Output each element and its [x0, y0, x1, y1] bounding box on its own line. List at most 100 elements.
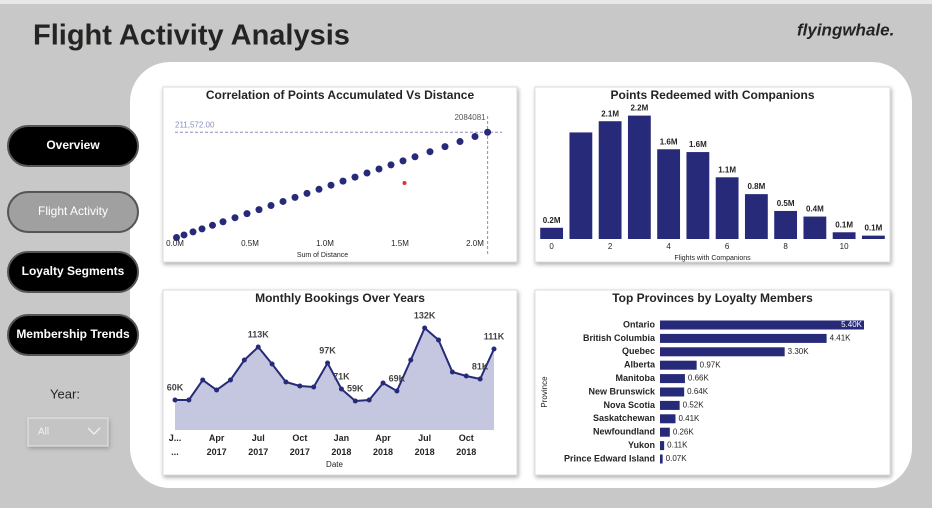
bar — [660, 414, 676, 424]
bar — [660, 360, 697, 370]
filter-label: Year: — [50, 386, 80, 401]
point — [422, 325, 428, 331]
point — [327, 181, 335, 189]
x-tick-label: 6 — [725, 242, 730, 251]
point — [436, 337, 442, 343]
point — [198, 225, 206, 233]
y-tick-label: British Columbia — [583, 333, 656, 343]
data-label: 81K — [472, 361, 489, 371]
nav-label[interactable]: Membership Trends — [16, 327, 130, 341]
x-tick-label: Oct 2017 — [290, 433, 310, 457]
point — [255, 344, 261, 350]
point — [219, 218, 227, 226]
point — [380, 380, 386, 386]
point — [375, 165, 383, 173]
x-tick-label: Jan 2018 — [331, 433, 351, 457]
data-label: 1.6M — [689, 140, 707, 149]
nav-button[interactable] — [7, 191, 139, 233]
x-tick-label: 10 — [840, 242, 849, 251]
point — [366, 397, 372, 403]
point — [255, 206, 263, 214]
point — [200, 377, 206, 383]
point — [399, 157, 407, 165]
y-tick-label: Nova Scotia — [603, 400, 656, 410]
point — [491, 346, 497, 352]
y-tick-label: Newfoundland — [593, 427, 655, 437]
data-label: 111K — [484, 331, 505, 341]
point — [303, 189, 311, 197]
point — [315, 185, 323, 193]
y-tick-label: Quebec — [622, 346, 655, 356]
y-tick-label: Prince Edward Island — [564, 453, 655, 463]
outlier-point — [402, 181, 407, 185]
data-label: 0.2M — [543, 216, 561, 225]
point — [283, 379, 289, 385]
bar — [660, 454, 663, 464]
point — [186, 397, 192, 403]
bar — [660, 333, 827, 343]
bar — [540, 227, 564, 239]
dropdown-value[interactable]: All — [38, 427, 49, 438]
data-label: 60K — [167, 382, 184, 392]
nav-label[interactable]: Loyalty Segments — [22, 264, 125, 278]
data-label: 0.4M — [806, 205, 824, 214]
point — [339, 177, 347, 185]
x-tick-label: Oct 2018 — [456, 433, 476, 457]
bar — [660, 320, 864, 330]
chart-title: Monthly Bookings Over Years — [255, 291, 425, 305]
data-label: 0.41K — [678, 414, 700, 423]
logo: flyingwhale. — [797, 20, 894, 39]
point — [456, 138, 464, 146]
nav-label[interactable]: Overview — [46, 138, 100, 152]
data-label: 0.52K — [683, 401, 705, 410]
x-tick-label: J...... — [169, 433, 182, 457]
bar — [660, 441, 665, 451]
point — [311, 384, 317, 390]
nav-button[interactable] — [7, 251, 139, 293]
chart-title: Correlation of Points Accumulated Vs Dis… — [206, 88, 475, 102]
chart-title: Points Redeemed with Companions — [610, 88, 814, 102]
x-tick-label: 0.5M — [241, 239, 259, 248]
nav-button[interactable] — [7, 314, 139, 356]
bar — [686, 152, 710, 239]
data-label: 97K — [319, 345, 336, 355]
x-tick-label: Apr 2017 — [207, 433, 227, 457]
nav-label[interactable]: Flight Activity — [38, 204, 108, 218]
point — [291, 193, 299, 201]
bar — [660, 387, 685, 397]
point — [411, 153, 419, 161]
bar — [660, 347, 785, 357]
x-tick-label: 2.0M — [466, 239, 484, 248]
reference-label: 211,572.00 — [175, 120, 215, 129]
bar — [861, 235, 885, 239]
point — [387, 161, 395, 169]
point — [394, 388, 400, 394]
y-tick-label: Alberta — [624, 360, 656, 370]
year-dropdown[interactable] — [27, 417, 109, 447]
nav-button[interactable] — [7, 125, 139, 167]
y-tick-label: New Brunswick — [588, 386, 656, 396]
bar — [657, 149, 681, 239]
bar — [660, 427, 670, 437]
point — [351, 173, 359, 181]
data-label: 0.07K — [666, 454, 688, 463]
point — [227, 377, 233, 383]
x-tick-label: Jul 2017 — [248, 433, 268, 457]
point — [267, 202, 275, 209]
y-tick-label: Yukon — [628, 440, 655, 450]
data-label: 3.30K — [788, 347, 810, 356]
x-tick-label: 4 — [666, 242, 671, 251]
card — [162, 86, 518, 263]
card — [534, 86, 891, 263]
data-label: 0.66K — [688, 374, 710, 383]
data-label: 59K — [347, 383, 364, 393]
data-label: 1.1M — [718, 165, 736, 174]
card — [534, 289, 891, 476]
y-tick-label: Ontario — [623, 319, 656, 329]
top-strip — [0, 0, 932, 4]
data-label: 0.11K — [667, 441, 688, 450]
x-tick-label: 0 — [549, 242, 554, 251]
bar — [627, 115, 651, 239]
data-label: 113K — [248, 329, 270, 339]
